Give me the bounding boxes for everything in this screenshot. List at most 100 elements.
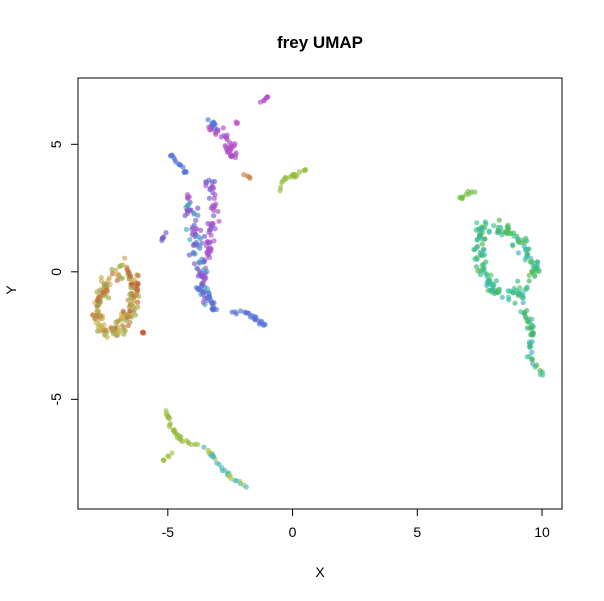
data-point bbox=[135, 299, 141, 305]
data-point bbox=[515, 278, 521, 284]
data-point bbox=[161, 457, 167, 463]
data-point bbox=[477, 232, 483, 238]
data-point bbox=[530, 361, 536, 367]
data-point bbox=[524, 286, 530, 292]
data-point bbox=[180, 164, 186, 170]
data-point bbox=[518, 309, 524, 315]
data-point bbox=[211, 207, 217, 214]
data-point bbox=[201, 259, 207, 265]
data-point bbox=[205, 117, 211, 123]
data-point bbox=[233, 119, 239, 125]
data-point bbox=[495, 228, 501, 234]
data-point bbox=[193, 217, 199, 223]
data-point bbox=[228, 475, 234, 482]
data-point bbox=[459, 195, 465, 201]
data-point bbox=[472, 256, 478, 262]
data-point bbox=[534, 259, 541, 265]
y-axis: -5 0 5 bbox=[48, 140, 78, 406]
data-point bbox=[118, 315, 125, 321]
data-point bbox=[209, 121, 215, 127]
data-point bbox=[167, 422, 173, 428]
data-point bbox=[523, 235, 529, 241]
data-point bbox=[529, 324, 535, 330]
data-point bbox=[122, 255, 128, 261]
data-point bbox=[277, 188, 283, 194]
data-point bbox=[216, 218, 222, 224]
data-point bbox=[186, 252, 192, 258]
data-point bbox=[220, 125, 226, 131]
data-point bbox=[96, 302, 102, 308]
data-point bbox=[202, 233, 208, 239]
data-point bbox=[252, 317, 258, 323]
data-point bbox=[212, 226, 218, 232]
data-point bbox=[188, 207, 194, 213]
data-point bbox=[466, 191, 472, 197]
data-point bbox=[163, 408, 169, 414]
data-point bbox=[529, 268, 535, 274]
data-point bbox=[516, 289, 523, 295]
data-point bbox=[523, 246, 529, 252]
data-point bbox=[97, 313, 103, 319]
data-point bbox=[200, 267, 206, 273]
data-point bbox=[210, 220, 216, 226]
data-point bbox=[165, 413, 171, 419]
data-point bbox=[202, 273, 208, 279]
data-point bbox=[523, 254, 529, 260]
data-point bbox=[165, 453, 171, 459]
data-point bbox=[207, 127, 213, 133]
data-point bbox=[247, 175, 253, 181]
data-point bbox=[526, 278, 532, 284]
data-point bbox=[113, 319, 119, 325]
data-point bbox=[159, 237, 165, 244]
data-point bbox=[128, 273, 134, 279]
data-point bbox=[482, 219, 488, 225]
data-point bbox=[123, 311, 129, 317]
data-point bbox=[113, 267, 119, 273]
data-point bbox=[191, 211, 197, 217]
data-point bbox=[509, 242, 516, 248]
data-point bbox=[128, 290, 134, 296]
data-point bbox=[122, 328, 128, 334]
data-point bbox=[133, 292, 139, 298]
data-point bbox=[196, 260, 203, 266]
data-point bbox=[128, 295, 134, 301]
data-point bbox=[102, 292, 108, 299]
data-point bbox=[206, 290, 212, 296]
data-point bbox=[520, 300, 526, 306]
data-point bbox=[204, 286, 210, 292]
data-point bbox=[114, 272, 120, 278]
y-tick-label: -5 bbox=[48, 393, 64, 406]
data-point bbox=[187, 237, 193, 243]
data-point bbox=[526, 272, 532, 278]
data-point bbox=[475, 268, 481, 274]
data-point bbox=[190, 249, 196, 255]
data-point bbox=[130, 285, 136, 291]
data-point bbox=[534, 362, 540, 368]
data-point bbox=[479, 241, 485, 247]
y-tick-label: 0 bbox=[48, 268, 64, 276]
data-point bbox=[515, 250, 522, 256]
data-point bbox=[168, 152, 174, 158]
data-point bbox=[521, 239, 528, 245]
data-point bbox=[101, 282, 107, 288]
x-tick-label: -5 bbox=[162, 524, 175, 540]
data-point bbox=[224, 147, 230, 153]
data-point bbox=[212, 126, 218, 132]
x-axis-label: X bbox=[315, 564, 325, 580]
data-point bbox=[184, 211, 190, 217]
data-point bbox=[195, 285, 201, 292]
data-point bbox=[216, 461, 222, 467]
data-point bbox=[479, 227, 485, 233]
plot-frame bbox=[77, 77, 563, 510]
data-point bbox=[537, 368, 543, 374]
data-point bbox=[233, 311, 239, 317]
data-point bbox=[290, 172, 297, 178]
data-point bbox=[96, 317, 102, 323]
data-point bbox=[201, 444, 207, 450]
data-point bbox=[215, 208, 221, 214]
data-point bbox=[524, 307, 530, 314]
data-point bbox=[169, 450, 175, 456]
data-point bbox=[125, 323, 131, 329]
data-point bbox=[477, 272, 484, 278]
